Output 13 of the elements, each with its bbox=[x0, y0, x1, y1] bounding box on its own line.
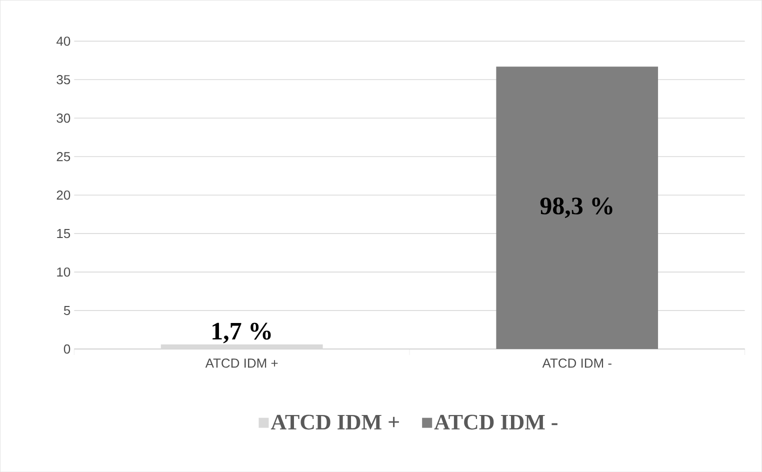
y-tick-label: 10 bbox=[57, 267, 70, 277]
y-tick-label: 0 bbox=[64, 344, 70, 354]
y-tick-label: 5 bbox=[64, 306, 70, 315]
y-tick-label: 20 bbox=[56, 190, 70, 200]
legend-label: ATCD IDM + bbox=[270, 414, 399, 430]
legend-label: ATCD IDM - bbox=[434, 414, 558, 430]
y-tick-label: 35 bbox=[56, 74, 70, 84]
y-tick-label: 25 bbox=[56, 152, 70, 162]
y-tick-label: 30 bbox=[56, 113, 70, 123]
annotation: 1,7 % bbox=[212, 322, 271, 344]
y-tick-label: 40 bbox=[56, 36, 70, 46]
y-tick-label: 15 bbox=[57, 228, 70, 238]
annotation: 98,3 % bbox=[540, 197, 612, 218]
